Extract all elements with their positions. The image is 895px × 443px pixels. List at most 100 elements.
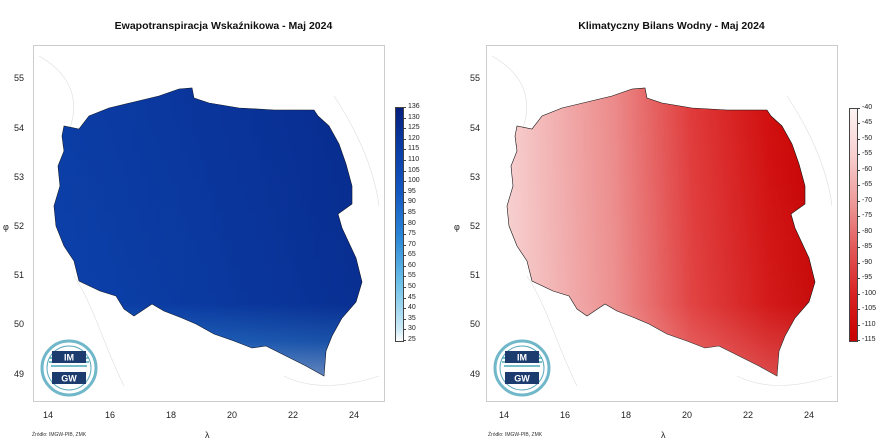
legend-tick [857,278,860,280]
legend-tick [857,154,860,156]
legend-tick [403,329,406,331]
x-tick: 16 [105,410,116,420]
svg-text:IM: IM [517,353,527,363]
legend-tick [403,117,406,119]
map-title: Ewapotranspiracja Wskaźnikowa - Maj 2024 [114,20,333,32]
legend-tick [403,276,406,278]
legend-tick [857,324,860,326]
y-tick: 55 [470,73,481,83]
legend-label: 35 [408,314,416,322]
y-tick: 55 [14,73,25,83]
legend-tick [403,265,406,267]
legend-tick [403,191,406,193]
legend-label: -50 [862,134,873,142]
legend-tick [857,108,860,109]
legend-label: 105 [408,166,420,174]
legend-tick [403,212,406,214]
legend-label: 25 [408,336,416,343]
legend-label: 130 [408,113,420,121]
legend-tick [857,309,860,311]
legend-tick [403,159,406,161]
x-axis-label: λ [661,430,666,440]
x-tick: 22 [288,410,299,420]
y-tick: 50 [14,319,25,329]
legend-tick [403,308,406,310]
legend-tick [403,202,406,204]
legend-label: -100 [862,289,877,297]
legend-label: 95 [408,187,416,195]
legend-label: 60 [408,261,416,269]
svg-text:IM: IM [64,353,74,363]
legend-label: -90 [862,258,873,266]
legend-label: 75 [408,230,416,238]
x-tick: 24 [804,410,815,420]
legend-tick [403,318,406,320]
legend-tick [857,185,860,187]
legend-tick [403,223,406,225]
x-tick: 24 [349,410,360,420]
legend-tick [857,138,860,140]
y-tick: 51 [470,270,481,280]
map-plot-area: IM GW [486,45,838,402]
y-tick: 49 [14,369,25,379]
map-title: Klimatyczny Bilans Wodny - Maj 2024 [578,20,765,32]
svg-text:GW: GW [514,374,530,384]
legend-tick [857,262,860,264]
y-tick: 50 [470,319,481,329]
legend-tick [403,138,406,140]
legend-tick [857,293,860,295]
legend-label: -85 [862,243,873,251]
map-panel-evapotranspiration: Ewapotranspiracja Wskaźnikowa - Maj 2024… [0,0,447,443]
legend-tick [857,123,860,125]
legend-label: -55 [862,150,873,158]
legend-label: -40 [862,104,873,111]
legend-label: 85 [408,208,416,216]
legend-label: -65 [862,181,873,189]
y-tick: 54 [14,123,25,133]
legend-tick [403,234,406,236]
legend-label: -80 [862,227,873,235]
legend-label: 40 [408,304,416,312]
legend-tick [403,181,406,183]
legend-label: 136 [408,103,420,110]
legend-label: -60 [862,165,873,173]
legend-label: 65 [408,251,416,259]
map-plot-area: IM GW [33,45,385,402]
imgw-logo: IM GW [40,339,98,397]
legend-tick [403,107,406,108]
legend-label: -75 [862,212,873,220]
legend-label: 120 [408,134,420,142]
legend-label: -70 [862,196,873,204]
y-tick: 54 [470,123,481,133]
legend-label: 125 [408,124,420,132]
x-tick: 18 [621,410,632,420]
legend-label: 70 [408,240,416,248]
legend-label: -110 [862,320,876,328]
legend-label: 110 [408,155,420,163]
poland-map-water-balance: IM GW [491,55,833,397]
poland-map-evapotranspiration: IM GW [38,55,380,397]
legend-label: -45 [862,119,873,127]
legend-label: 50 [408,283,416,291]
y-axis-label: φ [3,222,9,232]
legend-label: -105 [862,305,877,313]
legend-label: -95 [862,274,873,282]
legend-label: -115 [862,336,876,343]
y-tick: 53 [470,172,481,182]
x-tick: 14 [499,410,510,420]
source-note: Źródło: IMGW-PIB, ZMK [32,432,87,438]
legend-label: 100 [408,177,420,185]
x-axis-label: λ [205,430,210,440]
y-tick: 53 [14,172,25,182]
legend-label: 90 [408,198,416,206]
legend-label: 115 [408,145,420,153]
legend-tick [403,287,406,289]
x-tick: 20 [227,410,238,420]
y-tick: 52 [470,221,481,231]
legend-tick [857,340,860,341]
legend-tick [403,255,406,257]
legend-label: 80 [408,219,416,227]
legend-tick [403,149,406,151]
legend-label: 45 [408,293,416,301]
